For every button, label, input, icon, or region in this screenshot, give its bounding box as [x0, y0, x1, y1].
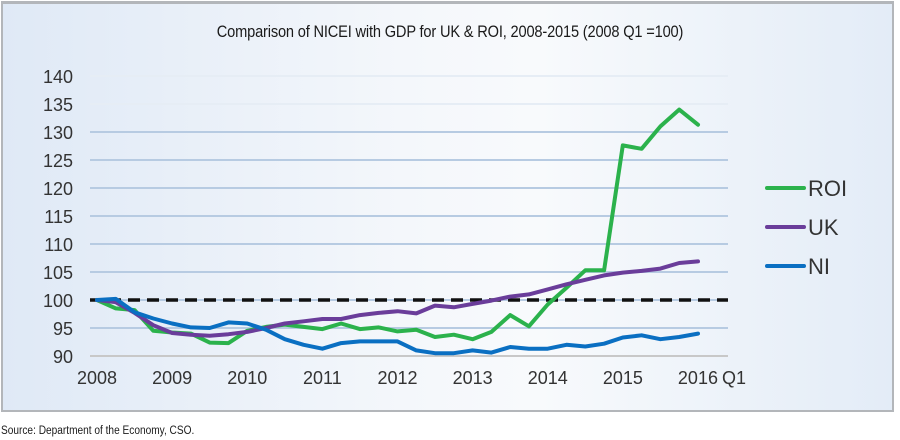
series-line-uk [95, 259, 700, 338]
series-line-roi [95, 107, 700, 346]
y-tick-label: 95 [53, 319, 73, 339]
legend-label-uk: UK [808, 215, 839, 240]
x-tick-label: 2014 [528, 368, 568, 388]
legend-label-ni: NI [808, 254, 830, 279]
series-lines [95, 107, 700, 356]
x-axis-labels: 2008 2009 2010 2011 2012 2013 2014 2015 2016 Q1 [77, 368, 746, 388]
y-tick-label: 115 [44, 207, 73, 227]
series-line-ni [95, 296, 700, 356]
x-tick-label: 2008 [77, 368, 117, 388]
y-tick-label: 140 [43, 67, 73, 87]
y-tick-label: 110 [44, 235, 73, 255]
chart-title: Comparison of NICEI with GDP for UK & RO… [216, 22, 684, 41]
x-tick-label: 2009 [152, 368, 192, 388]
y-tick-label: 130 [43, 123, 73, 143]
source-note: Source: Department of the Economy, CSO. [1, 425, 195, 437]
x-tick-label: 2015 [603, 368, 643, 388]
x-tick-label: 2010 [227, 368, 267, 388]
y-tick-label: 120 [43, 179, 73, 199]
y-tick-label: 105 [43, 263, 73, 283]
y-tick-label: 90 [53, 347, 73, 367]
y-axis-labels: 90 95 100 105 110 115 120 125 130 135 140 [43, 67, 73, 367]
x-tick-label: 2012 [377, 368, 417, 388]
legend: ROI UK NI [765, 176, 847, 279]
x-tick-label: 2011 [303, 368, 342, 388]
x-suffix-label: Q1 [722, 368, 746, 388]
legend-label-roi: ROI [808, 176, 847, 201]
y-tick-label: 100 [43, 291, 73, 311]
chart-panel [1, 1, 894, 412]
y-tick-label: 135 [43, 95, 73, 115]
x-tick-label: 2013 [453, 368, 493, 388]
x-tick-label: 2016 [678, 368, 718, 388]
y-tick-label: 125 [43, 151, 73, 171]
